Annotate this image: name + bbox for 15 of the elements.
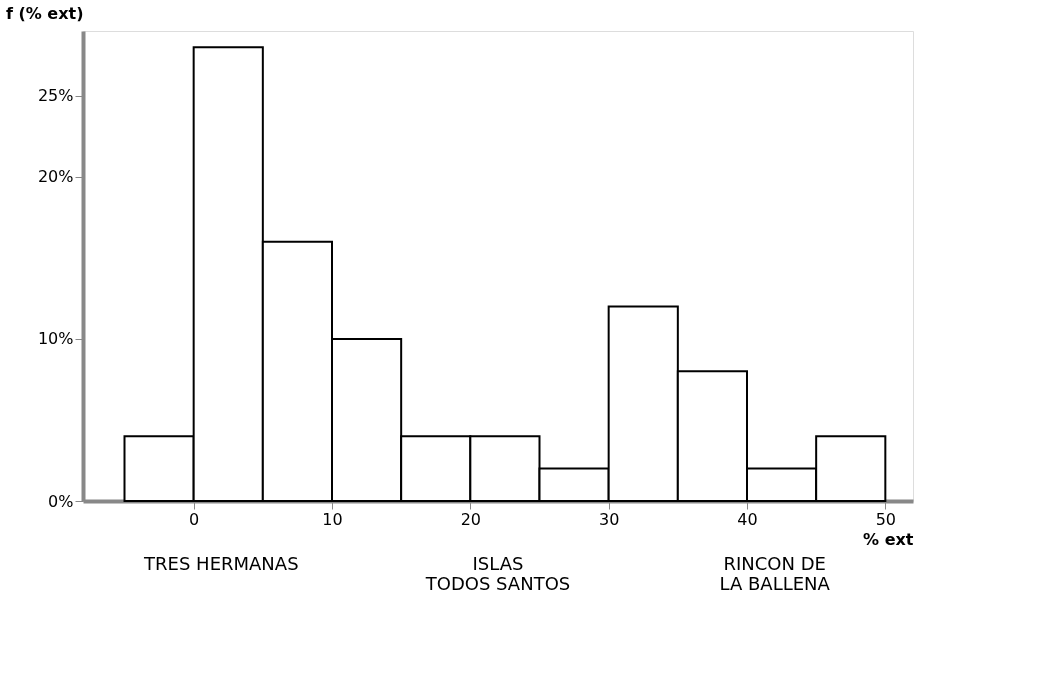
text: TRES HERMANAS <box>143 553 299 574</box>
x-tick-label: 30 <box>598 509 620 529</box>
x-tick-label: 40 <box>737 509 758 529</box>
x-tick-label: 0 <box>189 509 200 529</box>
x-axis-title: % ext <box>863 529 914 549</box>
y-tick-label: 10% <box>37 329 74 349</box>
x-tick-label: 50 <box>875 509 897 529</box>
x-tick-label: 20 <box>460 509 482 529</box>
y-tick-label: 20% <box>37 167 74 187</box>
y-tick-label: 25% <box>37 86 74 106</box>
y-axis-title: f (% ext) <box>5 3 84 23</box>
x-tick-label: 10 <box>322 509 343 529</box>
y-tick-label: 0% <box>48 491 74 511</box>
text: RINCON DE LA BALLENA <box>719 553 831 594</box>
text: ISLAS TODOS SANTOS <box>424 553 571 594</box>
